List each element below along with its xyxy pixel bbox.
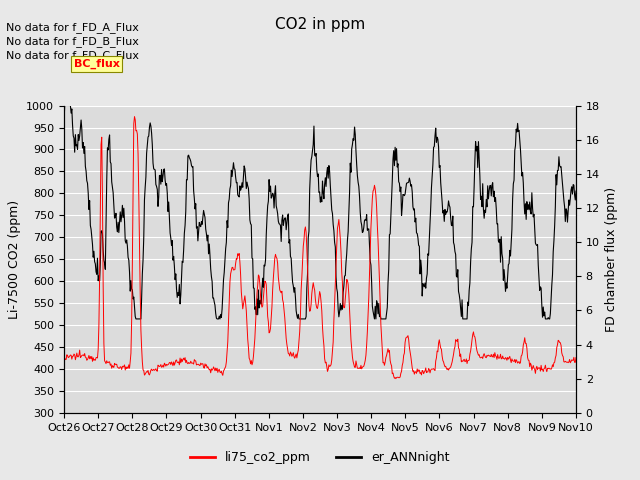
Text: No data for f_FD_B_Flux: No data for f_FD_B_Flux	[6, 36, 140, 47]
Y-axis label: FD chamber flux (ppm): FD chamber flux (ppm)	[605, 187, 618, 332]
Text: BC_flux: BC_flux	[74, 59, 120, 69]
Text: No data for f_FD_C_Flux: No data for f_FD_C_Flux	[6, 50, 140, 61]
Text: No data for f_FD_A_Flux: No data for f_FD_A_Flux	[6, 22, 140, 33]
Legend: li75_co2_ppm, er_ANNnight: li75_co2_ppm, er_ANNnight	[186, 446, 454, 469]
Y-axis label: Li-7500 CO2 (ppm): Li-7500 CO2 (ppm)	[8, 200, 20, 319]
Text: CO2 in ppm: CO2 in ppm	[275, 17, 365, 32]
